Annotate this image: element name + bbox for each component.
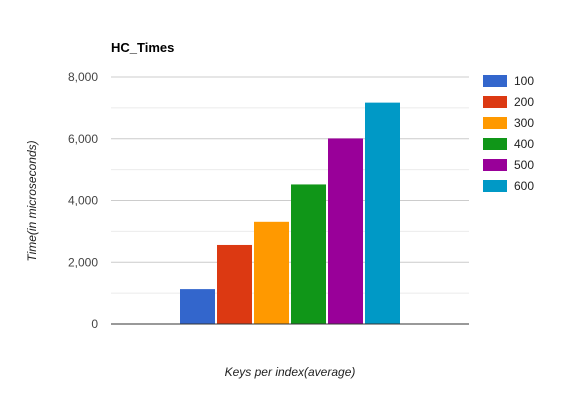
legend-swatch [483,138,507,150]
y-tick-label: 8,000 [68,70,98,84]
y-axis-title: Time(in microseconds) [25,140,39,261]
legend-swatch [483,180,507,192]
bar-series-100[interactable] [180,289,215,324]
bar-series-600[interactable] [365,102,400,324]
y-tick-label: 0 [91,317,98,331]
y-tick-label: 4,000 [68,194,98,208]
legend-swatch [483,96,507,108]
legend-label: 100 [514,74,534,88]
bar-series-500[interactable] [328,138,363,324]
y-tick-label: 6,000 [68,132,98,146]
bar-series-200[interactable] [217,244,252,324]
legend-label: 600 [514,179,534,193]
legend-swatch [483,75,507,87]
legend: 100 200 300 400 500 600 [483,74,534,193]
bar-series-300[interactable] [254,221,289,324]
legend-label: 200 [514,95,534,109]
chart-title: HC_Times [111,40,174,55]
bars [180,102,400,324]
x-axis-title: Keys per index(average) [225,365,356,379]
y-tick-label: 2,000 [68,255,98,269]
legend-label: 300 [514,116,534,130]
legend-label: 400 [514,137,534,151]
bar-series-400[interactable] [291,184,326,324]
gridlines [111,76,469,294]
legend-label: 500 [514,158,534,172]
y-axis-ticks: 0 2,000 4,000 6,000 8,000 [68,70,98,331]
legend-swatch [483,117,507,129]
legend-swatch [483,159,507,171]
